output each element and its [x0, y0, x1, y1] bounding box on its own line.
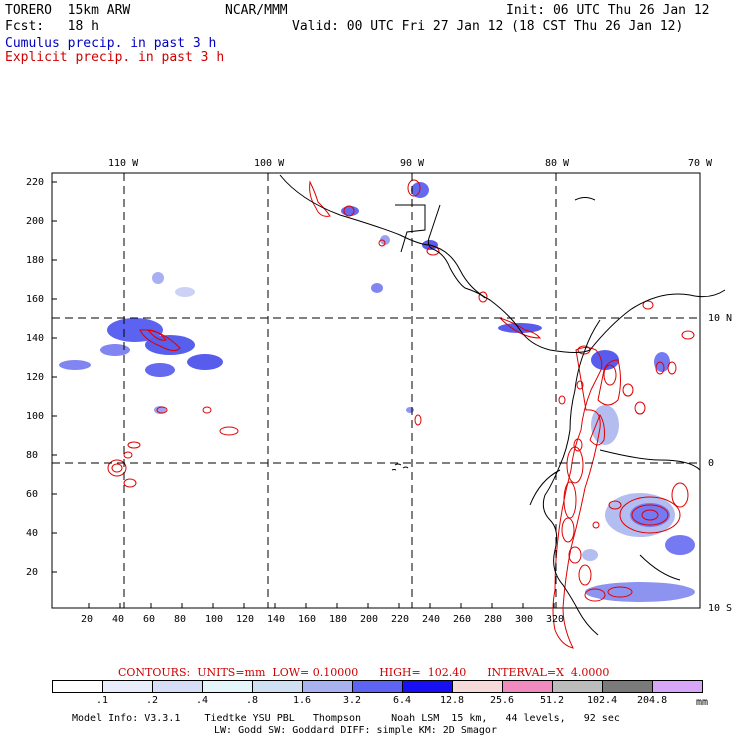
- y-tick-label: 100: [26, 411, 45, 422]
- x-tick-label: 320: [546, 614, 565, 625]
- y-tick-label: 160: [26, 294, 45, 305]
- contours-info: CONTOURS: UNITS=mm LOW= 0.10000 HIGH= 10…: [118, 666, 610, 679]
- forecast-hour: Fcst: 18 h: [5, 19, 99, 34]
- x-tick-label: 300: [515, 614, 534, 625]
- colorbar-swatch: [102, 680, 153, 693]
- y-tick-label: 120: [26, 372, 45, 383]
- cumulus-precip-areas: [59, 182, 695, 602]
- y-tick-label: 220: [26, 177, 45, 188]
- colorbar-label: 6.4: [392, 695, 412, 706]
- y-tick-label: 40: [26, 528, 39, 539]
- lat-label-0: 0: [708, 458, 715, 469]
- lon-label-110w: 110 W: [108, 158, 139, 169]
- colorbar-label: .8: [245, 695, 259, 706]
- x-tick-label: 220: [391, 614, 410, 625]
- colorbar-label: 204.8: [637, 695, 668, 706]
- y-tick-label: 200: [26, 216, 45, 227]
- colorbar-label: 12.8: [439, 695, 465, 706]
- axis-ticks: [52, 181, 555, 608]
- colorbar-label: 51.2: [539, 695, 565, 706]
- physics-info: LW: Godd SW: Goddard DIFF: simple KM: 2D…: [214, 725, 497, 736]
- init-time: Init: 06 UTC Thu 26 Jan 12: [506, 3, 710, 18]
- x-tick-label: 120: [236, 614, 255, 625]
- colorbar-swatch: [502, 680, 553, 693]
- colorbar-swatch: [652, 680, 703, 693]
- colorbar-swatch: [152, 680, 203, 693]
- colorbar-label: 102.4: [587, 695, 618, 706]
- y-tick-label: 140: [26, 333, 45, 344]
- colorbar-label: .2: [145, 695, 159, 706]
- y-tick-label: 80: [26, 450, 39, 461]
- organization: NCAR/MMM: [225, 3, 288, 18]
- lon-label-100w: 100 W: [254, 158, 285, 169]
- colorbar-unit: mm: [696, 697, 709, 708]
- lat-label-10s: 10 S: [708, 603, 733, 614]
- colorbar-swatch: [352, 680, 403, 693]
- colorbar-label: 3.2: [342, 695, 362, 706]
- colorbar-swatch: [302, 680, 353, 693]
- x-tick-label: 180: [329, 614, 348, 625]
- x-tick-label: 240: [422, 614, 441, 625]
- valid-time: Valid: 00 UTC Fri 27 Jan 12 (18 CST Thu …: [292, 19, 684, 34]
- colorbar-label: 25.6: [489, 695, 515, 706]
- x-tick-label: 60: [143, 614, 156, 625]
- colorbar-label: 1.6: [292, 695, 312, 706]
- colorbar-swatch: [552, 680, 603, 693]
- coastlines: [279, 174, 726, 636]
- colorbar-swatch: [452, 680, 503, 693]
- colorbar-swatch: [252, 680, 303, 693]
- colorbar-swatch: [202, 680, 253, 693]
- x-tick-label: 280: [484, 614, 503, 625]
- colorbar-swatch: [602, 680, 653, 693]
- lon-label-70w: 70 W: [688, 158, 713, 169]
- lat-lon-grid: [52, 173, 700, 608]
- colorbar-swatch: [402, 680, 453, 693]
- y-tick-label: 180: [26, 255, 45, 266]
- x-tick-label: 260: [453, 614, 472, 625]
- x-tick-label: 140: [267, 614, 286, 625]
- y-tick-label: 60: [26, 489, 39, 500]
- lon-label-80w: 80 W: [545, 158, 570, 169]
- y-tick-label: 20: [26, 567, 39, 578]
- x-tick-label: 40: [112, 614, 125, 625]
- x-tick-label: 100: [205, 614, 224, 625]
- x-tick-label: 160: [298, 614, 317, 625]
- colorbar-label: .1: [95, 695, 109, 706]
- lat-label-10n: 10 N: [708, 313, 733, 324]
- colorbar-label: .4: [195, 695, 209, 706]
- legend-explicit: Explicit precip. in past 3 h: [5, 50, 225, 65]
- model-name: TORERO 15km ARW: [5, 3, 131, 18]
- legend-cumulus: Cumulus precip. in past 3 h: [5, 36, 217, 51]
- map-frame: [51, 172, 701, 609]
- lon-label-90w: 90 W: [400, 158, 425, 169]
- model-info: Model Info: V3.3.1 Tiedtke YSU PBL Thomp…: [72, 713, 620, 724]
- colorbar-swatch: [52, 680, 103, 693]
- x-tick-label: 20: [81, 614, 94, 625]
- x-tick-label: 80: [174, 614, 187, 625]
- explicit-precip-contours: [107, 179, 695, 649]
- x-tick-label: 200: [360, 614, 379, 625]
